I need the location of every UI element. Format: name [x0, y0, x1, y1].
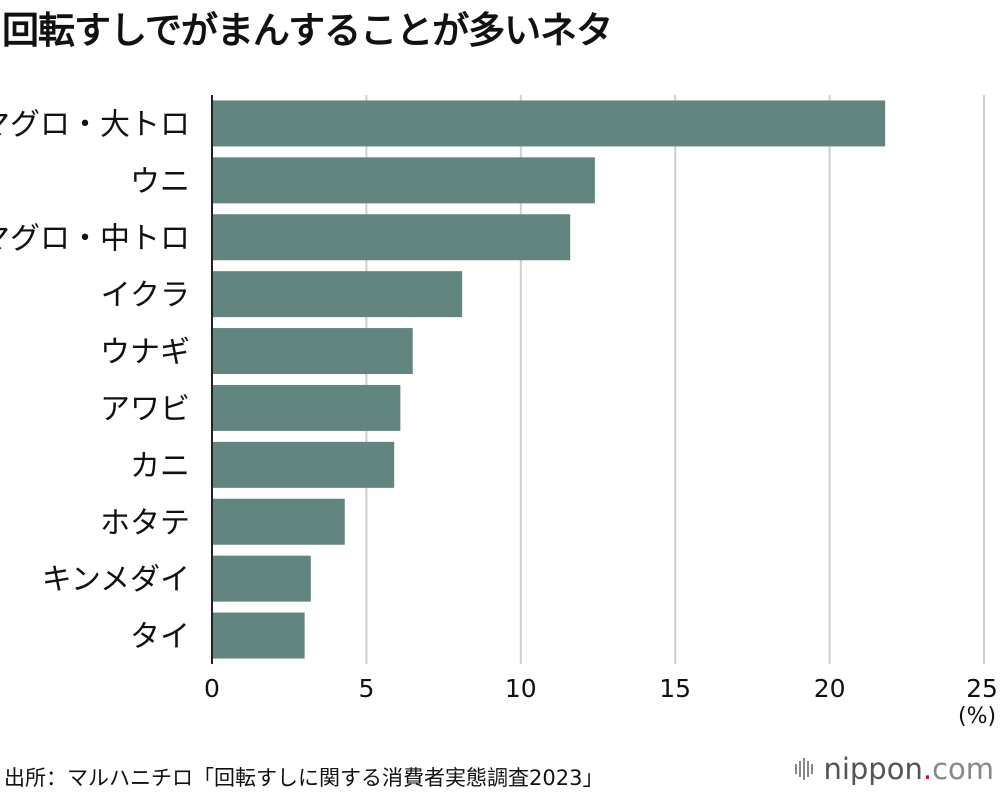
source-note: 出所：マルハニチロ「回転すしに関する消費者実態調査2023」	[4, 766, 604, 790]
logo-tld: com	[932, 752, 994, 786]
category-label: タイ	[130, 620, 190, 655]
category-label: ウナギ	[100, 335, 190, 370]
category-label: カニ	[130, 449, 190, 484]
logo-bars-icon	[795, 758, 815, 780]
tick-labels: 0 5 10 15 20 25	[204, 674, 998, 703]
nippon-logo[interactable]: nippon. com	[795, 752, 994, 786]
category-label: イクラ	[101, 278, 190, 313]
logo-name: nippon	[823, 752, 923, 786]
bar	[212, 384, 401, 431]
category-label: マグロ・中トロ	[0, 221, 190, 256]
bar	[212, 271, 463, 318]
x-tick-label: 10	[505, 674, 537, 703]
bars	[212, 100, 886, 659]
bar	[212, 498, 345, 545]
x-tick-label: 0	[204, 674, 220, 703]
bar	[212, 328, 413, 375]
category-label: ホタテ	[100, 506, 190, 541]
logo-dot: .	[922, 752, 933, 786]
unit-label: (%)	[958, 704, 997, 729]
x-tick-label: 15	[659, 674, 691, 703]
bar	[212, 100, 886, 147]
category-label: キンメダイ	[42, 563, 190, 598]
x-tick-label: 20	[814, 674, 846, 703]
bar	[212, 214, 571, 261]
x-tick-label: 5	[358, 674, 374, 703]
bar	[212, 555, 311, 602]
x-tick-label: 25	[966, 674, 998, 703]
category-label: アワビ	[100, 392, 190, 427]
bar	[212, 157, 595, 204]
category-label: マグロ・大トロ	[0, 107, 190, 142]
bar	[212, 612, 305, 659]
chart-title: 回転すしでがまんすることが多いネタ	[2, 9, 613, 52]
category-label: ウニ	[130, 164, 190, 199]
bar	[212, 441, 395, 488]
